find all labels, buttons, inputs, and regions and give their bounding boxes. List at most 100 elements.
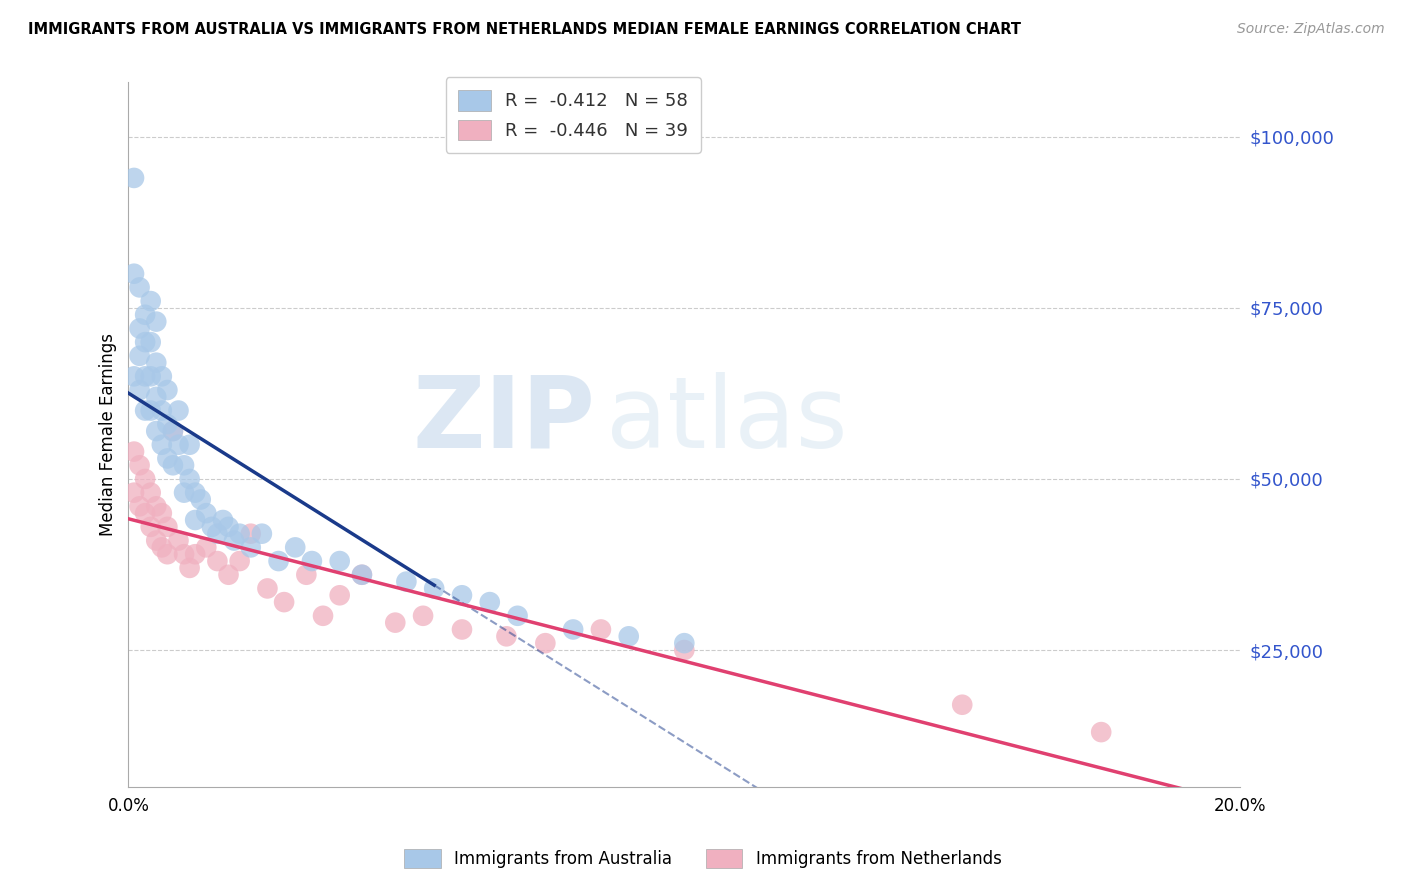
Point <box>451 588 474 602</box>
Point <box>256 582 278 596</box>
Point <box>395 574 418 589</box>
Point <box>412 608 434 623</box>
Point <box>150 541 173 555</box>
Point <box>179 438 201 452</box>
Point <box>145 315 167 329</box>
Point <box>128 500 150 514</box>
Point <box>156 451 179 466</box>
Legend: R =  -0.412   N = 58, R =  -0.446   N = 39: R = -0.412 N = 58, R = -0.446 N = 39 <box>446 77 700 153</box>
Point <box>139 369 162 384</box>
Point <box>122 369 145 384</box>
Point <box>150 369 173 384</box>
Point <box>312 608 335 623</box>
Point <box>145 500 167 514</box>
Point <box>162 458 184 473</box>
Point <box>122 444 145 458</box>
Point <box>222 533 245 548</box>
Point <box>207 554 229 568</box>
Point <box>329 554 352 568</box>
Point <box>134 506 156 520</box>
Point <box>150 403 173 417</box>
Point <box>534 636 557 650</box>
Point <box>128 321 150 335</box>
Point <box>145 533 167 548</box>
Point <box>250 526 273 541</box>
Point <box>201 520 224 534</box>
Point <box>239 541 262 555</box>
Point <box>122 267 145 281</box>
Point <box>329 588 352 602</box>
Point <box>145 424 167 438</box>
Point <box>167 533 190 548</box>
Point <box>150 438 173 452</box>
Point <box>139 485 162 500</box>
Text: Source: ZipAtlas.com: Source: ZipAtlas.com <box>1237 22 1385 37</box>
Point <box>195 541 218 555</box>
Point <box>128 349 150 363</box>
Point <box>423 582 446 596</box>
Point <box>122 485 145 500</box>
Point <box>218 520 240 534</box>
Point <box>134 308 156 322</box>
Point <box>673 636 696 650</box>
Point <box>295 567 318 582</box>
Point <box>167 403 190 417</box>
Point <box>301 554 323 568</box>
Point <box>145 390 167 404</box>
Point <box>228 526 250 541</box>
Point <box>173 485 195 500</box>
Point <box>1090 725 1112 739</box>
Point <box>122 170 145 185</box>
Point <box>184 485 207 500</box>
Point <box>478 595 501 609</box>
Point <box>139 335 162 350</box>
Text: atlas: atlas <box>606 372 848 469</box>
Point <box>207 526 229 541</box>
Point <box>350 567 373 582</box>
Point <box>128 458 150 473</box>
Point <box>150 506 173 520</box>
Point <box>179 561 201 575</box>
Point <box>212 513 235 527</box>
Point <box>179 472 201 486</box>
Point <box>506 608 529 623</box>
Point <box>162 424 184 438</box>
Point <box>173 458 195 473</box>
Point <box>184 513 207 527</box>
Point <box>218 567 240 582</box>
Point <box>156 417 179 432</box>
Point <box>451 623 474 637</box>
Point <box>139 294 162 309</box>
Point <box>156 547 179 561</box>
Point <box>139 520 162 534</box>
Point <box>350 567 373 582</box>
Point <box>156 383 179 397</box>
Point <box>134 369 156 384</box>
Point <box>145 356 167 370</box>
Point <box>562 623 585 637</box>
Point <box>950 698 973 712</box>
Legend: Immigrants from Australia, Immigrants from Netherlands: Immigrants from Australia, Immigrants fr… <box>398 842 1008 875</box>
Point <box>495 629 517 643</box>
Point <box>267 554 290 568</box>
Point <box>162 424 184 438</box>
Point <box>128 280 150 294</box>
Point <box>195 506 218 520</box>
Point <box>134 472 156 486</box>
Text: IMMIGRANTS FROM AUSTRALIA VS IMMIGRANTS FROM NETHERLANDS MEDIAN FEMALE EARNINGS : IMMIGRANTS FROM AUSTRALIA VS IMMIGRANTS … <box>28 22 1021 37</box>
Point <box>273 595 295 609</box>
Point <box>617 629 640 643</box>
Point <box>139 403 162 417</box>
Point <box>228 554 250 568</box>
Point <box>128 383 150 397</box>
Y-axis label: Median Female Earnings: Median Female Earnings <box>100 333 117 536</box>
Point <box>134 335 156 350</box>
Point <box>173 547 195 561</box>
Point <box>190 492 212 507</box>
Point <box>167 438 190 452</box>
Text: ZIP: ZIP <box>412 372 595 469</box>
Point <box>384 615 406 630</box>
Point <box>589 623 612 637</box>
Point <box>156 520 179 534</box>
Point <box>134 403 156 417</box>
